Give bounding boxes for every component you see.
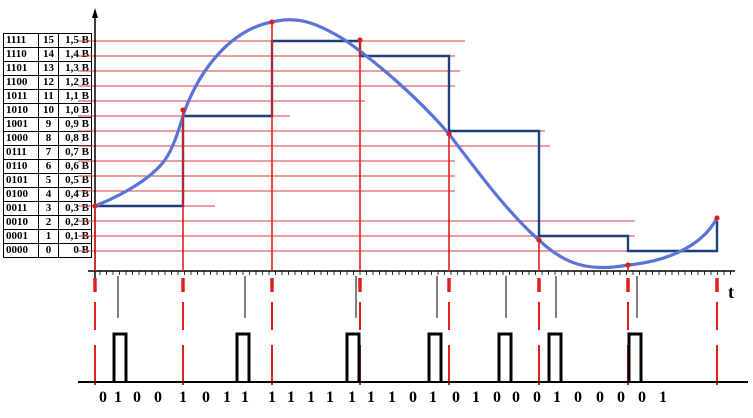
bit-digit: 1 <box>268 389 276 406</box>
bit-digit: 1 <box>326 389 334 406</box>
level-voltage: 1,4 В <box>58 47 92 62</box>
level-code: 0101 <box>3 173 39 188</box>
level-code: 1100 <box>3 75 39 90</box>
bit-digit: 1 <box>241 389 249 406</box>
sample-point <box>714 215 720 221</box>
t-axis-ticks <box>99 271 731 275</box>
sample-point <box>625 262 631 268</box>
bit-digit: 0 <box>596 389 604 406</box>
level-code: 1111 <box>3 33 39 48</box>
level-code: 0011 <box>3 201 39 216</box>
bit-digit: 0 <box>638 389 646 406</box>
pulse <box>497 332 513 382</box>
bit-digit: 0 <box>409 389 417 406</box>
level-number: 13 <box>38 61 59 76</box>
level-grid-lines <box>78 40 635 252</box>
quantized-staircase <box>95 39 719 253</box>
bit-digit: 1 <box>179 389 187 406</box>
level-row: 1001 9 0,9 В <box>3 117 92 132</box>
pulse <box>547 332 563 382</box>
bit-digit: 1 <box>659 389 667 406</box>
sample-markers <box>92 19 720 385</box>
level-voltage: 0,7 В <box>58 145 92 160</box>
level-voltage: 1,1 В <box>58 89 92 104</box>
quantization-level-table: 1111 15 1,5 В 1110 14 1,4 В 1101 13 1,3 В 1100 12 1… <box>3 33 92 258</box>
level-number: 6 <box>38 159 59 174</box>
level-row: 0010 2 0,2 В <box>3 215 92 230</box>
bit-digit: 0 <box>533 389 541 406</box>
sample-point <box>180 107 186 113</box>
level-code: 1010 <box>3 103 39 118</box>
bit-digit: 1 <box>223 389 231 406</box>
level-row: 0101 5 0,5 В <box>3 173 92 188</box>
bit-digit: 1 <box>388 389 396 406</box>
t-axis-label: t <box>728 282 734 302</box>
sample-point <box>536 237 542 243</box>
pulse <box>345 332 361 382</box>
bit-digit: 0 <box>512 389 520 406</box>
level-row: 0111 7 0,7 В <box>3 145 92 160</box>
level-number: 4 <box>38 187 59 202</box>
level-number: 11 <box>38 89 59 104</box>
bit-digit: 1 <box>287 389 295 406</box>
pulse <box>427 332 443 382</box>
pulse <box>112 332 128 382</box>
sample-point <box>446 131 452 137</box>
bit-digit: 0 <box>154 389 162 406</box>
bit-digit: 1 <box>307 389 315 406</box>
level-number: 10 <box>38 103 59 118</box>
pulse <box>235 332 251 382</box>
level-code: 0010 <box>3 215 39 230</box>
level-row: 0011 3 0,3 В <box>3 201 92 216</box>
level-number: 2 <box>38 215 59 230</box>
level-number: 9 <box>38 117 59 132</box>
pulse <box>627 332 643 382</box>
bit-digit: 0 <box>493 389 501 406</box>
level-voltage: 0 В <box>58 243 92 258</box>
bit-digit: 1 <box>553 389 561 406</box>
level-voltage: 1,0 В <box>58 103 92 118</box>
bit-digit: 0 <box>133 389 141 406</box>
level-code: 1011 <box>3 89 39 104</box>
sample-point <box>357 37 363 43</box>
level-voltage: 0,9 В <box>58 117 92 132</box>
bit-digit: 1 <box>429 389 437 406</box>
level-row: 0000 0 0 В <box>3 243 92 258</box>
level-row: 1010 10 1,0 В <box>3 103 92 118</box>
level-number: 12 <box>38 75 59 90</box>
sample-point <box>269 19 275 25</box>
bit-digit: 1 <box>348 389 356 406</box>
bit-digit: 0 <box>617 389 625 406</box>
bit-digit: 1 <box>114 389 122 406</box>
bit-digit: 0 <box>574 389 582 406</box>
pulse-train <box>112 276 643 382</box>
bit-digit: 0 <box>202 389 210 406</box>
level-row: 1011 11 1,1 В <box>3 89 92 104</box>
bit-digit: 1 <box>367 389 375 406</box>
level-row: 1110 14 1,4 В <box>3 47 92 62</box>
level-row: 1100 12 1,2 В <box>3 75 92 90</box>
level-row: 0100 4 0,4 В <box>3 187 92 202</box>
bit-digit: 0 <box>99 389 107 406</box>
bit-digit: 0 <box>452 389 460 406</box>
level-number: 7 <box>38 145 59 160</box>
level-code: 1000 <box>3 131 39 146</box>
y-axis-arrow <box>92 8 98 18</box>
sample-point <box>92 203 98 209</box>
level-voltage: 1,3 В <box>58 61 92 76</box>
analog-signal-curve <box>94 18 719 270</box>
bit-digit: 1 <box>472 389 480 406</box>
